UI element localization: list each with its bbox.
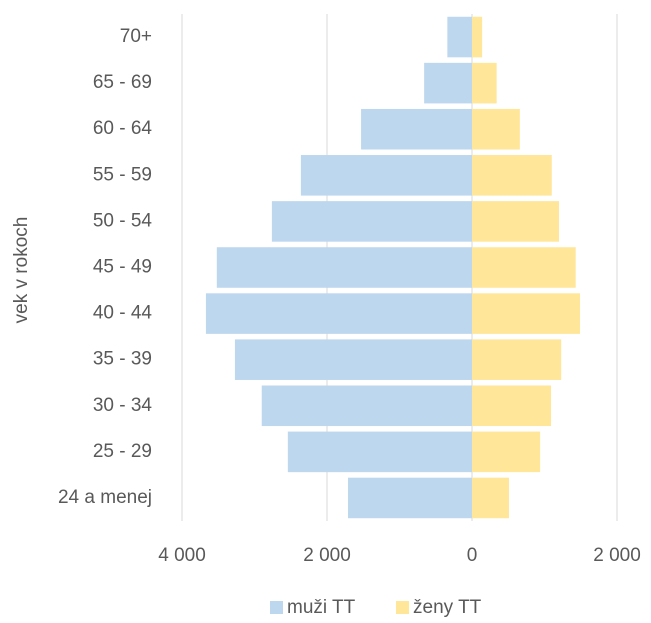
bar <box>472 108 520 150</box>
bar <box>472 62 497 104</box>
y-tick-label: 25 - 29 <box>93 441 152 462</box>
y-tick-label: 65 - 69 <box>93 72 152 93</box>
bar <box>472 431 541 473</box>
x-tick-label: 2 000 <box>303 545 351 566</box>
y-axis-label: vek v rokoch <box>11 217 32 324</box>
bar <box>361 108 472 150</box>
bar <box>472 16 483 58</box>
y-tick-label: 35 - 39 <box>93 349 152 370</box>
legend-swatch <box>270 601 283 614</box>
bar <box>271 201 472 242</box>
bar <box>287 431 472 473</box>
y-tick-label: 50 - 54 <box>93 210 153 231</box>
y-tick-label: 55 - 59 <box>93 164 152 185</box>
bar <box>348 477 472 519</box>
bar <box>472 201 559 242</box>
bar <box>472 247 576 288</box>
bar <box>234 339 472 380</box>
x-tick-label: 4 000 <box>158 545 206 566</box>
y-tick-label: 45 - 49 <box>93 257 152 278</box>
legend-swatch <box>396 601 409 614</box>
bar <box>447 16 472 58</box>
bar <box>472 477 509 519</box>
x-tick-label: 2 000 <box>593 545 641 566</box>
y-tick-label: 70+ <box>120 26 152 47</box>
legend-label: ženy TT <box>413 597 482 618</box>
y-tick-label: 60 - 64 <box>93 118 153 139</box>
legend-label: muži TT <box>287 597 356 618</box>
y-tick-label: 30 - 34 <box>93 395 153 416</box>
x-tick-label: 0 <box>467 545 478 566</box>
bar <box>472 155 552 196</box>
bar <box>300 155 472 196</box>
bar <box>261 385 472 427</box>
bar <box>472 385 552 427</box>
bar <box>472 293 581 334</box>
bar <box>472 339 562 380</box>
bar <box>205 293 473 334</box>
y-tick-label: 40 - 44 <box>93 303 153 324</box>
y-tick-label: 24 a menej <box>58 487 152 508</box>
bar <box>424 62 472 104</box>
bar <box>216 247 472 288</box>
